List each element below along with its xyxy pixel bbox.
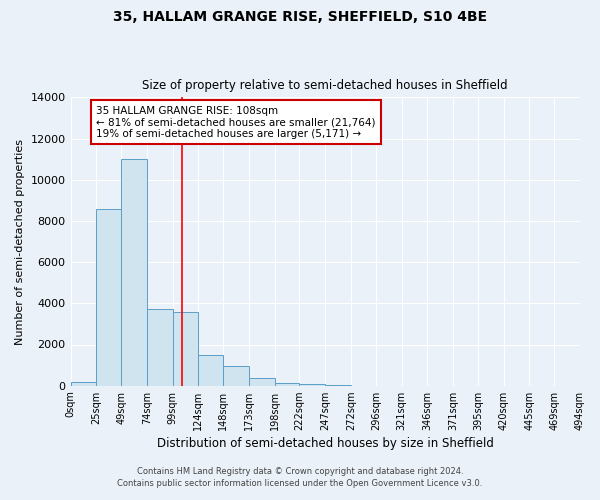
Bar [199,355,223,386]
Y-axis label: Number of semi-detached properties: Number of semi-detached properties [15,138,25,344]
X-axis label: Distribution of semi-detached houses by size in Sheffield: Distribution of semi-detached houses by … [157,437,494,450]
Bar [223,366,249,386]
Bar [173,312,199,386]
Bar [249,378,275,386]
Text: 35 HALLAM GRANGE RISE: 108sqm
← 81% of semi-detached houses are smaller (21,764): 35 HALLAM GRANGE RISE: 108sqm ← 81% of s… [97,106,376,139]
Bar [275,382,299,386]
Bar [121,159,147,386]
Text: Contains HM Land Registry data © Crown copyright and database right 2024.
Contai: Contains HM Land Registry data © Crown c… [118,466,482,487]
Title: Size of property relative to semi-detached houses in Sheffield: Size of property relative to semi-detach… [142,79,508,92]
Bar [71,382,97,386]
Bar [325,384,351,386]
Bar [97,208,121,386]
Bar [299,384,325,386]
Text: 35, HALLAM GRANGE RISE, SHEFFIELD, S10 4BE: 35, HALLAM GRANGE RISE, SHEFFIELD, S10 4… [113,10,487,24]
Bar [147,310,173,386]
